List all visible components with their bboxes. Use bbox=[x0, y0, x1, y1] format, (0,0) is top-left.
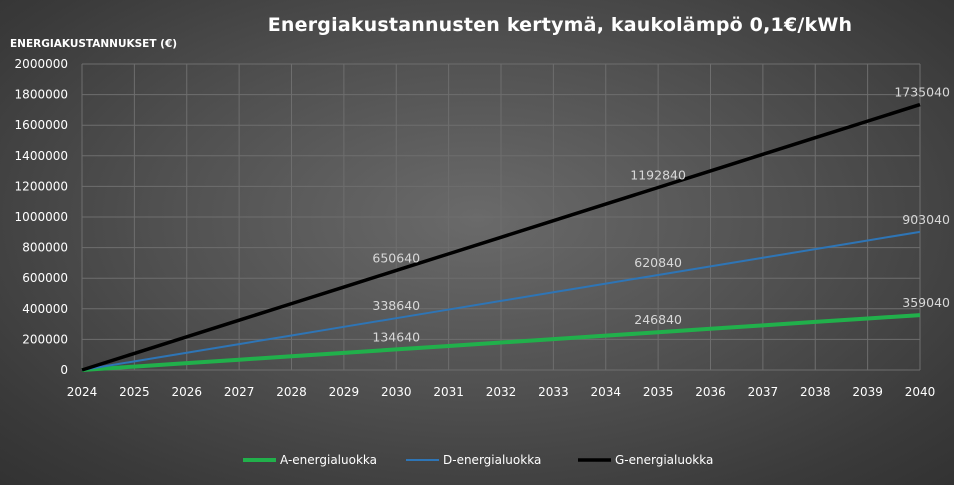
y-tick-label: 1600000 bbox=[15, 118, 68, 132]
y-tick-label: 2000000 bbox=[15, 57, 68, 71]
legend: A-energialuokka D-energialuokka G-energial… bbox=[243, 453, 713, 467]
x-tick-label: 2032 bbox=[486, 385, 517, 399]
x-tick-label: 2028 bbox=[276, 385, 307, 399]
y-axis-ticks: 0 200000 400000 600000 800000 1000000 1200000 1… bbox=[15, 57, 68, 377]
x-tick-label: 2026 bbox=[171, 385, 202, 399]
x-axis-ticks: 2024 2025 2026 2027 2028 2029 2030 2031 2032 2033… bbox=[67, 385, 936, 399]
series-lines bbox=[81, 102, 921, 372]
y-tick-label: 200000 bbox=[22, 332, 68, 346]
x-tick-label: 2030 bbox=[381, 385, 412, 399]
y-axis-label: ENERGIAKUSTANNUKSET (€) bbox=[10, 38, 177, 50]
y-tick-label: 1400000 bbox=[15, 149, 68, 163]
x-tick-label: 2031 bbox=[433, 385, 464, 399]
data-label: 903040 bbox=[902, 212, 950, 227]
y-tick-label: 1000000 bbox=[15, 210, 68, 224]
data-label: 359040 bbox=[902, 295, 950, 310]
x-tick-label: 2027 bbox=[224, 385, 255, 399]
y-tick-label: 400000 bbox=[22, 302, 68, 316]
x-tick-label: 2037 bbox=[748, 385, 779, 399]
data-label: 1735040 bbox=[894, 85, 950, 100]
data-label: 620840 bbox=[634, 255, 682, 270]
legend-label: A-energialuokka bbox=[280, 453, 377, 467]
legend-label: D-energialuokka bbox=[443, 453, 541, 467]
x-tick-label: 2034 bbox=[590, 385, 621, 399]
y-tick-label: 800000 bbox=[22, 241, 68, 255]
x-tick-label: 2040 bbox=[905, 385, 936, 399]
x-tick-label: 2029 bbox=[329, 385, 360, 399]
x-tick-label: 2035 bbox=[643, 385, 674, 399]
series-line-G-energialuokka bbox=[81, 102, 921, 372]
data-label: 650640 bbox=[372, 250, 420, 265]
x-tick-label: 2039 bbox=[852, 385, 883, 399]
x-tick-label: 2033 bbox=[538, 385, 569, 399]
data-label: 1192840 bbox=[630, 167, 686, 182]
data-label: 246840 bbox=[634, 312, 682, 327]
x-tick-label: 2036 bbox=[695, 385, 726, 399]
legend-label: G-energialuokka bbox=[615, 453, 713, 467]
data-labels: 134640 246840 359040 338640 620840 903040 6506… bbox=[372, 85, 950, 345]
y-tick-label: 1200000 bbox=[15, 179, 68, 193]
x-tick-label: 2038 bbox=[800, 385, 831, 399]
x-tick-label: 2024 bbox=[67, 385, 98, 399]
gridlines bbox=[81, 63, 921, 371]
y-tick-label: 1800000 bbox=[15, 88, 68, 102]
y-tick-label: 600000 bbox=[22, 271, 68, 285]
series-line-D-energialuokka bbox=[81, 230, 921, 371]
series-line-A-energialuokka bbox=[81, 313, 921, 372]
chart-title: Energiakustannusten kertymä, kaukolämpö … bbox=[268, 14, 852, 36]
y-tick-label: 0 bbox=[60, 363, 68, 377]
data-label: 338640 bbox=[372, 298, 420, 313]
data-label: 134640 bbox=[372, 329, 420, 344]
x-tick-label: 2025 bbox=[119, 385, 150, 399]
